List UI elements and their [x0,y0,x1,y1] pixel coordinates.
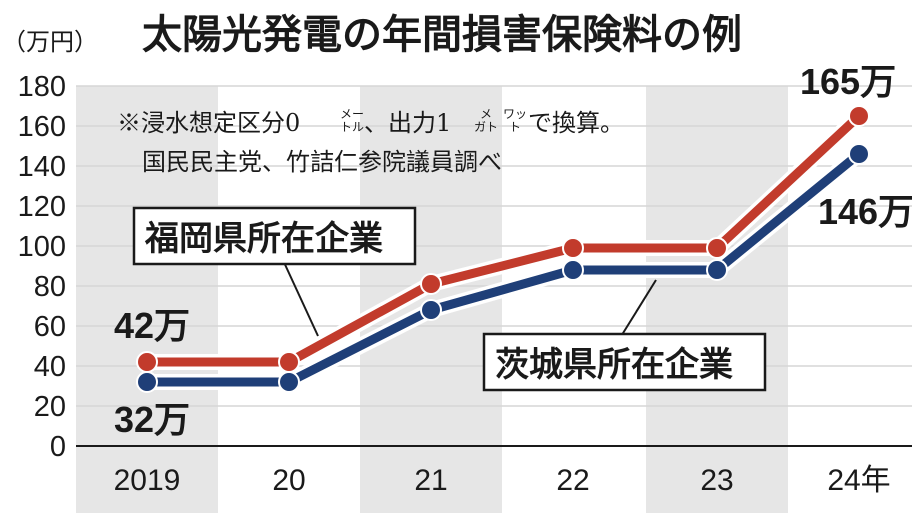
y-axis-unit: （万円） [2,28,98,56]
data-point [136,371,158,393]
chart-note: ※浸水想定区分0 メー トル 、出力1 メ ガト ワッ ト で換算。 国民民主党… [117,107,624,176]
y-tick-label: 140 [18,151,66,183]
x-tick-label: 21 [414,464,447,497]
x-tick-label: 23 [700,464,733,497]
note-unit-c-top: ワッ [503,107,527,121]
label-ibaraki-end: 146万 [818,191,912,232]
data-point [562,259,584,281]
x-tick-label: 24年 [827,464,890,497]
legend-fukuoka: 福岡県所在企業 [132,206,417,266]
legend-ibaraki: 茨城県所在企業 [482,332,767,392]
legend-fukuoka-label: 福岡県所在企業 [144,219,383,259]
series-fukuoka [136,105,870,373]
data-point [278,351,300,373]
ibaraki-leader-line [619,279,657,339]
fukuoka-leader-line [281,257,319,337]
data-point [706,259,728,281]
data-point [136,351,158,373]
y-tick-label: 20 [34,391,66,423]
note-unit-b-top: メ [480,107,492,121]
y-tick-label: 60 [34,311,66,343]
y-tick-label: 180 [18,71,66,103]
data-point [706,237,728,259]
note-unit-c-bottom: ト [509,120,521,134]
legend-fukuoka-box [132,206,417,266]
data-point [848,105,870,127]
x-tick-label: 22 [556,464,589,497]
legend-ibaraki-box [482,332,767,392]
legend-ibaraki-label: 茨城県所在企業 [495,345,733,385]
series-ibaraki [136,143,870,393]
series-line [147,112,863,367]
data-point [848,143,870,165]
x-axis-ticks: 2019 20 21 22 23 24年 [114,464,891,497]
series-lines [136,105,870,393]
y-tick-label: 40 [34,351,66,383]
data-point [420,273,442,295]
x-tick-label: 2019 [114,464,181,497]
note-line1-mid: 、出力1 [364,109,451,137]
svg-text:※浸水想定区分0: ※浸水想定区分0 [117,109,300,137]
data-point [562,237,584,259]
y-tick-label: 100 [18,231,66,263]
y-tick-label: 120 [18,191,66,223]
data-point [278,371,300,393]
note-line1-prefix: ※浸水想定区分0 [117,109,300,137]
label-ibaraki-start: 32万 [114,399,190,440]
band-23 [646,86,788,513]
note-unit-a-top: メー [340,107,364,121]
y-tick-label: 0 [50,431,66,463]
y-tick-label: 160 [18,111,66,143]
leader-lines [281,257,657,339]
chart-title: 太陽光発電の年間損害保険料の例 [142,12,742,58]
y-axis-ticks: 0 20 40 60 80 100 120 140 160 180 [18,71,66,463]
y-tick-label: 80 [34,271,66,303]
note-line2: 国民民主党、竹詰仁参院議員調べ [142,148,502,176]
label-fukuoka-end: 165万 [800,61,896,102]
series-line [147,150,862,387]
note-unit-b-bottom: ガト [474,120,498,134]
note-line1-suffix: で換算。 [528,109,624,137]
data-point [420,299,442,321]
note-unit-a-bottom: トル [340,120,364,134]
band-2019 [76,86,218,513]
x-tick-label: 20 [272,464,305,497]
label-fukuoka-start: 42万 [114,305,190,346]
